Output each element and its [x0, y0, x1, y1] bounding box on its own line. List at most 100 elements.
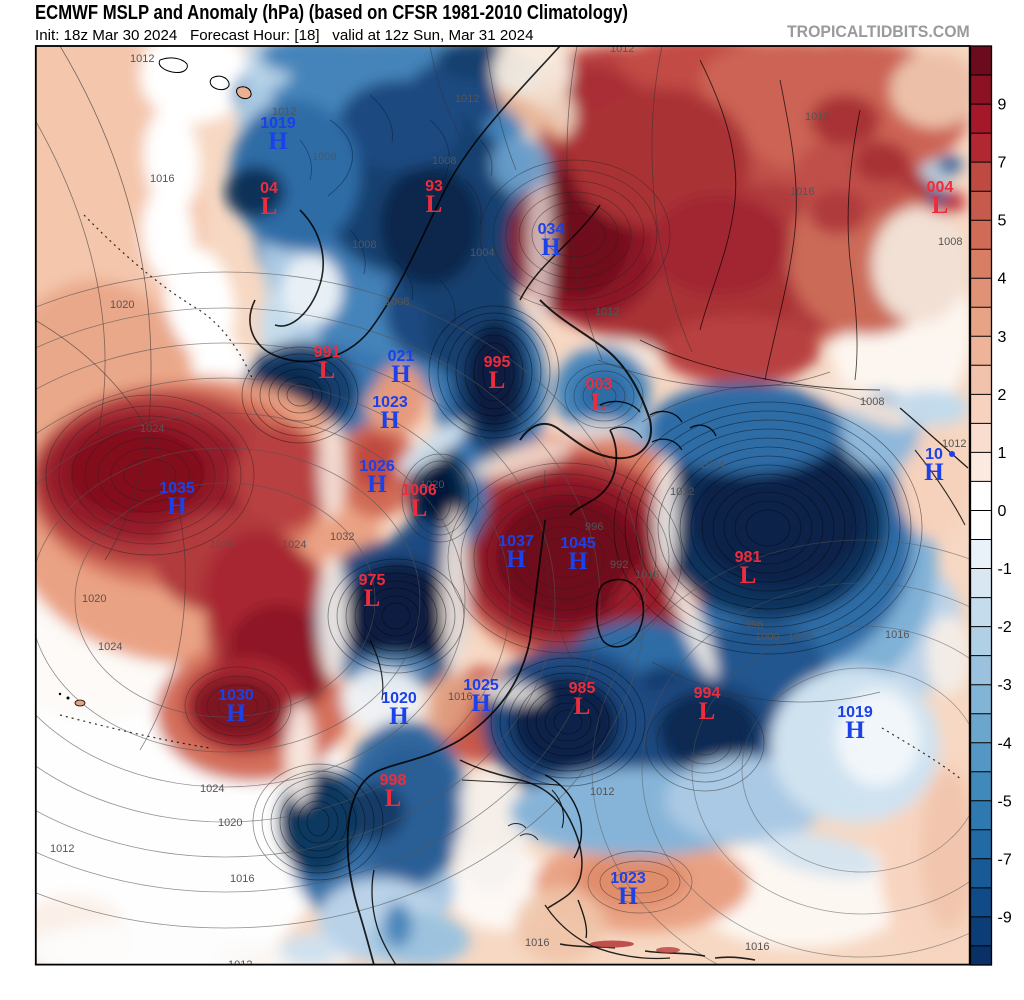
svg-text:L: L	[319, 357, 336, 384]
svg-text:H: H	[541, 234, 561, 261]
svg-text:1024: 1024	[200, 783, 224, 795]
svg-text:L: L	[411, 495, 428, 522]
svg-text:996: 996	[585, 521, 603, 533]
svg-text:1016: 1016	[448, 691, 472, 703]
svg-text:10: 10	[925, 446, 943, 463]
svg-text:975: 975	[359, 572, 386, 589]
svg-text:1012: 1012	[590, 786, 614, 798]
svg-text:5: 5	[998, 213, 1007, 230]
svg-text:1008: 1008	[938, 236, 962, 248]
svg-text:995: 995	[484, 354, 511, 371]
svg-text:1028: 1028	[210, 539, 234, 551]
svg-text:-1: -1	[998, 561, 1012, 578]
svg-text:L: L	[740, 562, 757, 589]
svg-text:1035: 1035	[159, 480, 195, 497]
svg-text:4: 4	[998, 271, 1007, 288]
svg-text:3: 3	[998, 329, 1007, 346]
svg-text:-9: -9	[998, 910, 1012, 927]
svg-text:1020: 1020	[420, 479, 444, 491]
svg-text:1008: 1008	[788, 631, 812, 643]
svg-text:1016: 1016	[230, 873, 254, 885]
svg-text:1020: 1020	[381, 690, 417, 707]
svg-text:1: 1	[998, 445, 1007, 462]
svg-text:1024: 1024	[140, 423, 164, 435]
svg-text:1012: 1012	[595, 306, 619, 318]
svg-text:0: 0	[998, 503, 1007, 520]
svg-text:9: 9	[998, 97, 1007, 114]
svg-text:1008: 1008	[312, 151, 336, 163]
svg-text:L: L	[591, 389, 608, 416]
svg-text:1037: 1037	[498, 533, 534, 550]
svg-text:1020: 1020	[218, 817, 242, 829]
svg-text:1016: 1016	[525, 937, 549, 949]
svg-text:-7: -7	[998, 851, 1012, 868]
svg-text:992: 992	[610, 559, 628, 571]
svg-text:981: 981	[735, 549, 762, 566]
svg-text:-3: -3	[998, 677, 1012, 694]
svg-text:L: L	[426, 191, 443, 218]
svg-text:04: 04	[260, 180, 278, 197]
svg-text:H: H	[845, 717, 865, 744]
svg-text:985: 985	[569, 680, 596, 697]
svg-text:L: L	[364, 585, 381, 612]
svg-text:034: 034	[538, 221, 565, 238]
svg-text:1000: 1000	[755, 631, 779, 643]
svg-text:H: H	[367, 471, 387, 498]
svg-text:H: H	[167, 493, 187, 520]
svg-text:1020: 1020	[82, 593, 106, 605]
svg-text:1012: 1012	[272, 106, 296, 118]
svg-text:1006: 1006	[401, 482, 437, 499]
svg-text:1024: 1024	[282, 539, 306, 551]
svg-text:L: L	[385, 785, 402, 812]
svg-text:1012: 1012	[130, 53, 154, 65]
svg-text:1019: 1019	[260, 115, 296, 132]
svg-text:H: H	[391, 361, 411, 388]
svg-text:1004: 1004	[700, 459, 724, 471]
svg-text:998: 998	[380, 772, 407, 789]
svg-text:996: 996	[745, 619, 763, 631]
svg-text:L: L	[574, 693, 591, 720]
svg-text:H: H	[506, 546, 526, 573]
svg-text:1016: 1016	[745, 941, 769, 953]
svg-text:1019: 1019	[837, 704, 873, 721]
svg-text:1012: 1012	[228, 959, 252, 971]
svg-text:1008: 1008	[385, 296, 409, 308]
svg-text:H: H	[471, 690, 491, 717]
svg-text:H: H	[268, 128, 288, 155]
svg-text:L: L	[932, 192, 949, 219]
svg-text:L: L	[261, 193, 278, 220]
svg-text:1023: 1023	[610, 870, 646, 887]
svg-text:1024: 1024	[98, 641, 122, 653]
svg-text:1023: 1023	[372, 394, 408, 411]
svg-text:991: 991	[314, 344, 341, 361]
svg-text:1012: 1012	[670, 486, 694, 498]
svg-text:7: 7	[998, 155, 1007, 172]
svg-text:003: 003	[586, 376, 613, 393]
svg-text:-2: -2	[998, 619, 1012, 636]
svg-text:1012: 1012	[455, 93, 479, 105]
svg-text:1012: 1012	[610, 43, 634, 55]
svg-text:1016: 1016	[635, 569, 659, 581]
svg-text:1026: 1026	[359, 458, 395, 475]
svg-text:1012: 1012	[50, 843, 74, 855]
svg-text:1016: 1016	[885, 629, 909, 641]
svg-text:H: H	[226, 700, 246, 727]
svg-text:H: H	[924, 459, 944, 486]
svg-text:1008: 1008	[860, 396, 884, 408]
svg-text:1004: 1004	[470, 247, 494, 259]
svg-text:1008: 1008	[432, 155, 456, 167]
svg-text:93: 93	[425, 178, 443, 195]
svg-text:1030: 1030	[218, 687, 254, 704]
svg-text:1020: 1020	[110, 299, 134, 311]
svg-text:L: L	[489, 367, 506, 394]
svg-text:1012: 1012	[805, 111, 829, 123]
svg-text:H: H	[618, 883, 638, 910]
svg-text:1012: 1012	[942, 438, 966, 450]
svg-text:1045: 1045	[560, 535, 596, 552]
svg-text:L: L	[699, 698, 716, 725]
svg-text:1016: 1016	[790, 186, 814, 198]
svg-text:-5: -5	[998, 793, 1012, 810]
svg-text:004: 004	[927, 179, 954, 196]
svg-text:021: 021	[388, 348, 415, 365]
svg-text:H: H	[568, 548, 588, 575]
